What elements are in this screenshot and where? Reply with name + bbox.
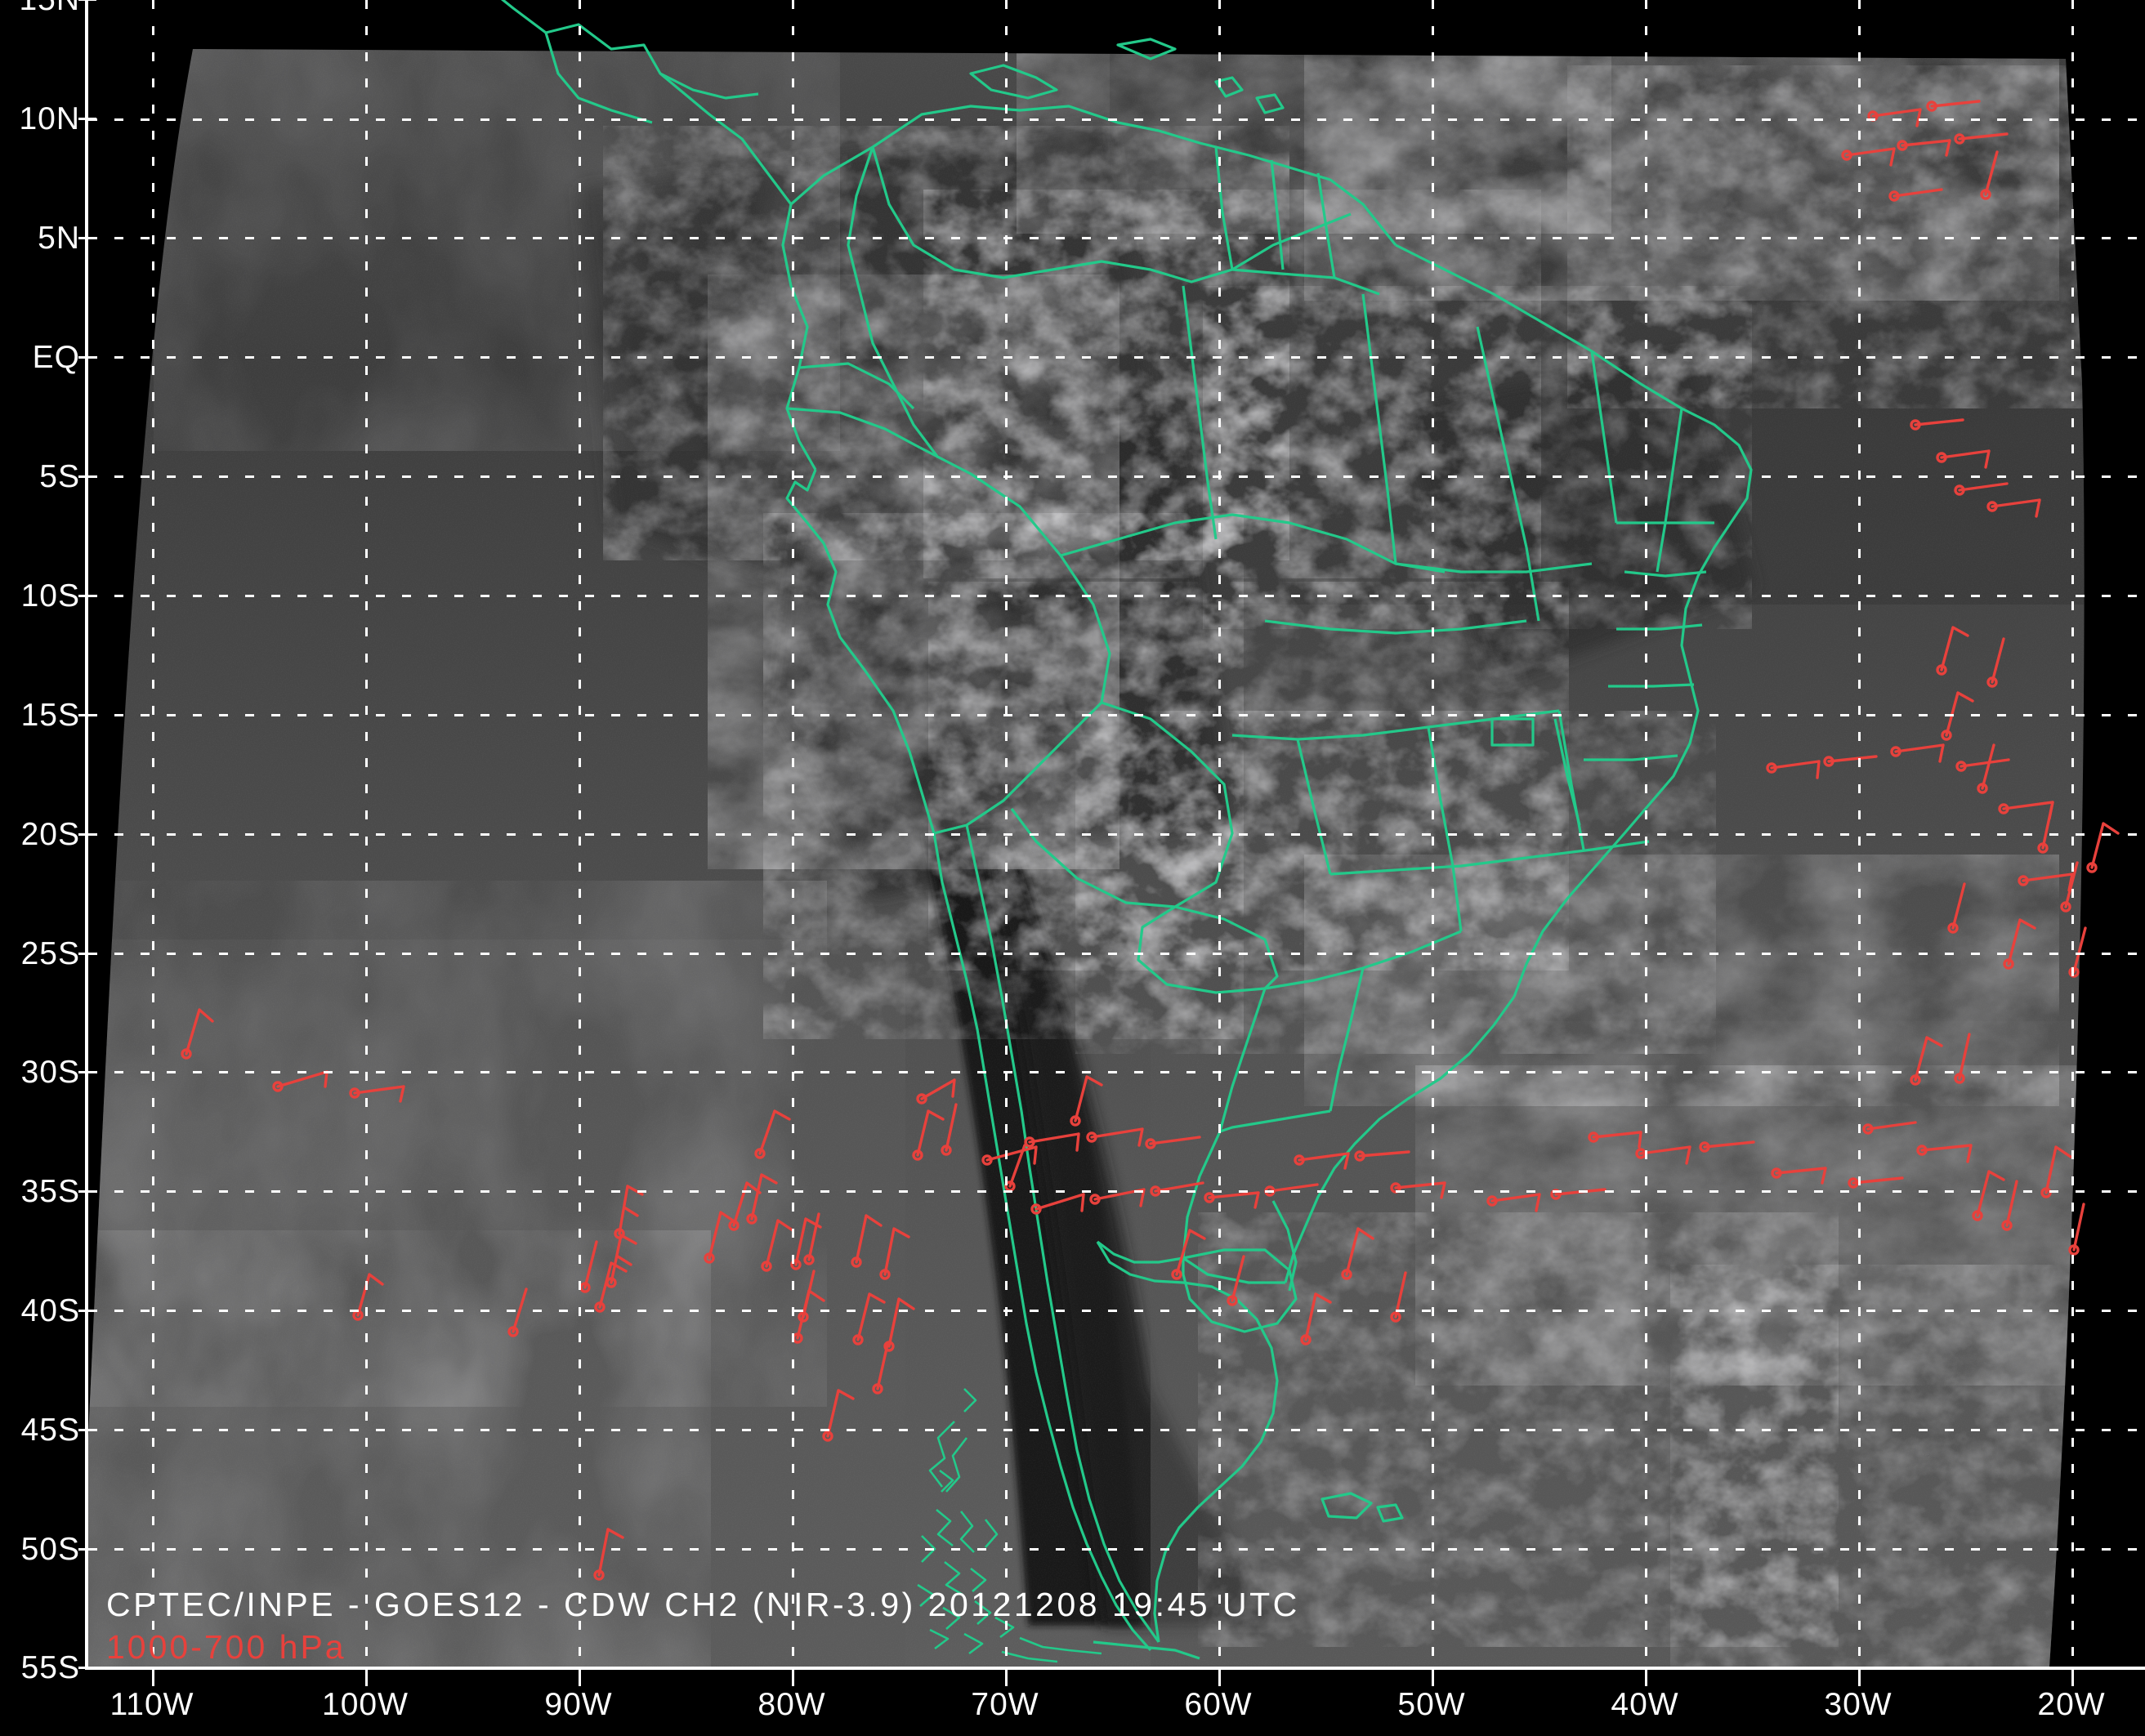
- gridline-lat-35S: [88, 1190, 2145, 1193]
- gridline-lon-20W: [2071, 0, 2074, 1667]
- ytick-label-40S: 40S: [20, 1293, 80, 1328]
- ytick-label-35S: 35S: [20, 1174, 80, 1209]
- ytick-label-15N: 15N: [19, 0, 80, 17]
- gridline-lat-40S: [88, 1310, 2145, 1312]
- ytick-mark-15S: [78, 714, 96, 716]
- ytick-label-45S: 45S: [20, 1412, 80, 1448]
- ytick-mark-40S: [78, 1310, 96, 1312]
- gridline-lat-10N: [88, 118, 2145, 121]
- ytick-mark-10N: [78, 118, 96, 120]
- xtick-label-60W: 60W: [1184, 1687, 1253, 1722]
- ytick-mark-35S: [78, 1190, 96, 1193]
- gridline-lon-100W: [365, 0, 368, 1667]
- gridline-lat-20S: [88, 833, 2145, 836]
- ytick-mark-45S: [78, 1429, 96, 1431]
- ytick-mark-15N: [78, 0, 96, 1]
- xtick-label-20W: 20W: [2037, 1687, 2106, 1722]
- gridline-lon-90W: [579, 0, 581, 1667]
- ytick-mark-55S: [78, 1667, 96, 1669]
- ytick-label-20S: 20S: [20, 817, 80, 852]
- ytick-label-30S: 30S: [20, 1055, 80, 1090]
- xtick-mark-70W: [1005, 1670, 1008, 1686]
- ytick-mark-20S: [78, 833, 96, 836]
- ytick-mark-5N: [78, 237, 96, 239]
- pressure-layer-caption: 1000-700 hPa: [106, 1628, 346, 1666]
- gridline-lon-40W: [1645, 0, 1647, 1667]
- gridline-lat-50S: [88, 1548, 2145, 1551]
- satellite-plot-panel: CPTEC/INPE - GOES12 - CDW CH2 (NIR-3.9) …: [88, 0, 2145, 1667]
- xtick-label-40W: 40W: [1611, 1687, 1679, 1722]
- ytick-mark-30S: [78, 1071, 96, 1073]
- ytick-label-10N: 10N: [19, 101, 80, 136]
- wind-barb-overlay: [181, 100, 2120, 1581]
- gridline-lon-50W: [1432, 0, 1434, 1667]
- gridline-lon-30W: [1858, 0, 1861, 1667]
- axis-bottom-spine: [85, 1667, 2145, 1670]
- gridline-lon-70W: [1005, 0, 1008, 1667]
- xtick-mark-20W: [2071, 1670, 2074, 1686]
- satellite-imagery: [88, 0, 2120, 1667]
- xtick-label-30W: 30W: [1824, 1687, 1893, 1722]
- gridline-lat-30S: [88, 1071, 2145, 1073]
- ytick-label-5S: 5S: [39, 459, 80, 494]
- xtick-mark-30W: [1858, 1670, 1861, 1686]
- ytick-mark-25S: [78, 953, 96, 955]
- gridline-lat-25S: [88, 953, 2145, 955]
- xtick-label-50W: 50W: [1397, 1687, 1466, 1722]
- gridline-lat-45S: [88, 1429, 2145, 1431]
- ytick-mark-10S: [78, 595, 96, 597]
- xtick-mark-110W: [152, 1670, 154, 1686]
- ytick-label-5N: 5N: [38, 221, 80, 256]
- xtick-mark-60W: [1218, 1670, 1221, 1686]
- product-title-caption: CPTEC/INPE - GOES12 - CDW CH2 (NIR-3.9) …: [106, 1586, 1300, 1623]
- ytick-label-55S: 55S: [20, 1650, 80, 1685]
- xtick-label-110W: 110W: [109, 1687, 194, 1722]
- ytick-label-15S: 15S: [20, 698, 80, 733]
- coastline-overlay: [500, 0, 1753, 1663]
- xtick-label-100W: 100W: [322, 1687, 409, 1722]
- gridline-lon-60W: [1218, 0, 1221, 1667]
- xtick-mark-80W: [792, 1670, 794, 1686]
- xtick-mark-100W: [365, 1670, 368, 1686]
- xtick-mark-40W: [1645, 1670, 1647, 1686]
- ytick-mark-50S: [78, 1548, 96, 1551]
- ytick-label-EQ: EQ: [32, 340, 80, 375]
- gridline-lat-10S: [88, 595, 2145, 597]
- gridline-lon-110W: [152, 0, 154, 1667]
- gridline-lon-80W: [792, 0, 794, 1667]
- ytick-mark-5S: [78, 475, 96, 478]
- xtick-label-70W: 70W: [971, 1687, 1039, 1722]
- xtick-mark-50W: [1432, 1670, 1434, 1686]
- ytick-mark-EQ: [78, 356, 96, 359]
- ytick-label-10S: 10S: [20, 578, 80, 614]
- gridline-lat-15S: [88, 714, 2145, 716]
- ytick-label-25S: 25S: [20, 936, 80, 971]
- gridline-lat-EQ: [88, 356, 2145, 359]
- gridline-lat-5N: [88, 237, 2145, 239]
- xtick-mark-90W: [579, 1670, 581, 1686]
- ytick-label-50S: 50S: [20, 1532, 80, 1567]
- gridline-lat-5S: [88, 475, 2145, 478]
- xtick-label-80W: 80W: [757, 1687, 826, 1722]
- xtick-label-90W: 90W: [544, 1687, 613, 1722]
